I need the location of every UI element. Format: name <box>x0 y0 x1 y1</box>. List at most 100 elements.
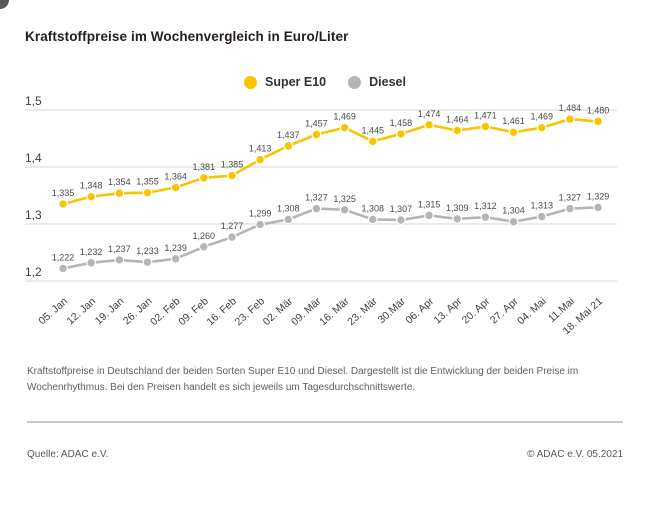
super-e10-value-label: 1,457 <box>305 119 328 129</box>
diesel-value-label: 1,312 <box>474 201 497 211</box>
super-e10-marker <box>480 121 491 132</box>
diesel-marker <box>508 216 519 227</box>
super-e10-marker <box>58 199 68 209</box>
diesel-dot-icon <box>348 75 362 89</box>
super-e10-marker <box>198 172 209 183</box>
diesel-value-label: 1,233 <box>136 246 159 256</box>
super-e10-value-label: 1,364 <box>164 172 187 182</box>
x-tick-label: 05. Jan <box>36 295 70 327</box>
diesel-marker <box>142 257 153 268</box>
diesel-value-label: 1,299 <box>249 209 272 219</box>
super-e10-dot-icon <box>244 75 257 89</box>
super-e10-value-label: 1,445 <box>361 125 384 135</box>
chart-legend: Super E10 Diesel <box>0 75 650 89</box>
legend-label-super-e10: Super E10 <box>265 75 327 89</box>
x-tick-label: 27. Apr <box>488 295 521 327</box>
super-e10-value-label: 1,458 <box>390 118 413 128</box>
super-e10-marker <box>424 119 434 130</box>
diesel-value-label: 1,329 <box>587 191 610 201</box>
x-tick-label: 26. Jan <box>121 295 155 327</box>
y-tick-label: 1,2 <box>25 265 42 279</box>
x-tick-label: 13. Apr <box>431 295 464 327</box>
super-e10-marker <box>114 188 125 199</box>
diesel-marker <box>227 232 237 243</box>
source-row: Quelle: ADAC e.V. © ADAC e.V. 05.2021 <box>27 449 623 460</box>
page-title: Kraftstoffpreise im Wochenvergleich in E… <box>25 29 349 44</box>
diesel-marker <box>452 213 463 224</box>
diesel-marker <box>58 263 68 274</box>
legend-label-diesel: Diesel <box>369 75 406 89</box>
super-e10-marker <box>508 127 519 138</box>
x-tick-label: 16. Mär <box>317 295 352 328</box>
super-e10-marker <box>564 114 575 125</box>
super-e10-value-label: 1,474 <box>418 109 441 119</box>
diesel-value-label: 1,313 <box>530 201 553 211</box>
super-e10-marker <box>170 182 181 193</box>
super-e10-value-label: 1,469 <box>333 112 356 122</box>
x-tick-label: 12. Jan <box>65 295 99 327</box>
diesel-marker <box>170 253 181 264</box>
diesel-marker <box>339 204 350 215</box>
diesel-value-label: 1,307 <box>390 204 413 214</box>
super-e10-value-label: 1,480 <box>587 105 610 115</box>
x-tick-label: 09. Mär <box>289 295 324 328</box>
x-tick-label: 23. Feb <box>233 295 268 328</box>
super-e10-value-label: 1,469 <box>530 112 553 122</box>
diesel-marker <box>564 203 575 214</box>
super-e10-value-label: 1,471 <box>474 111 497 121</box>
diesel-value-label: 1,309 <box>446 203 469 213</box>
super-e10-marker <box>396 129 406 139</box>
diesel-marker <box>424 210 434 221</box>
x-tick-label: 02. Mär <box>261 295 296 328</box>
super-e10-value-label: 1,437 <box>277 130 300 140</box>
diesel-value-label: 1,308 <box>361 203 384 213</box>
diesel-marker <box>198 241 209 252</box>
diesel-value-label: 1,327 <box>559 193 582 203</box>
super-e10-marker <box>593 116 603 127</box>
super-e10-value-label: 1,381 <box>193 162 216 172</box>
super-e10-marker <box>536 122 547 133</box>
x-tick-label: 20. Apr <box>460 295 493 327</box>
diesel-line <box>62 206 599 270</box>
x-tick-label: 02. Feb <box>148 295 183 328</box>
diesel-value-label: 1,260 <box>193 231 216 241</box>
diesel-value-label: 1,222 <box>52 252 75 262</box>
diesel-marker <box>396 215 406 225</box>
x-tick-label: 30.Mär <box>376 295 409 326</box>
diesel-marker <box>283 214 294 225</box>
super-e10-value-label: 1,385 <box>221 160 244 170</box>
super-e10-value-label: 1,335 <box>52 188 75 198</box>
diesel-marker <box>593 202 603 213</box>
diesel-value-label: 1,327 <box>305 193 328 203</box>
super-e10-marker <box>452 125 463 136</box>
y-tick-label: 1,4 <box>25 151 42 165</box>
diesel-marker <box>255 219 266 230</box>
super-e10-value-label: 1,355 <box>136 177 159 187</box>
page-corner-decoration <box>0 0 9 9</box>
diesel-marker <box>86 257 97 268</box>
super-e10-value-label: 1,348 <box>80 181 103 191</box>
diesel-marker <box>114 255 125 265</box>
legend-item-diesel: Diesel <box>348 75 406 89</box>
diesel-value-label: 1,325 <box>333 194 356 204</box>
super-e10-marker <box>86 191 97 202</box>
series-diesel: 1,222 1,232 1,237 1,233 1,239 1,260 1,277 1,299… <box>52 191 610 274</box>
diesel-value-label: 1,237 <box>108 244 131 254</box>
x-tick-label: 16. Feb <box>204 295 239 328</box>
super-e10-value-label: 1,354 <box>108 177 131 187</box>
super-e10-marker <box>311 129 322 140</box>
diesel-marker <box>367 214 378 225</box>
super-e10-value-label: 1,484 <box>559 103 582 113</box>
source-text: Quelle: ADAC e.V. <box>27 449 109 460</box>
super-e10-marker <box>255 154 266 165</box>
x-tick-label: 19. Jan <box>93 295 127 327</box>
x-tick-label: 23. Mär <box>345 295 380 328</box>
diesel-value-label: 1,304 <box>502 206 525 216</box>
diesel-marker <box>311 203 322 214</box>
y-axis-tick-labels: 1,5 1,4 1,3 1,2 <box>25 94 42 279</box>
diesel-value-label: 1,239 <box>164 243 187 253</box>
diesel-value-label: 1,308 <box>277 203 300 213</box>
super-e10-marker <box>227 170 237 181</box>
